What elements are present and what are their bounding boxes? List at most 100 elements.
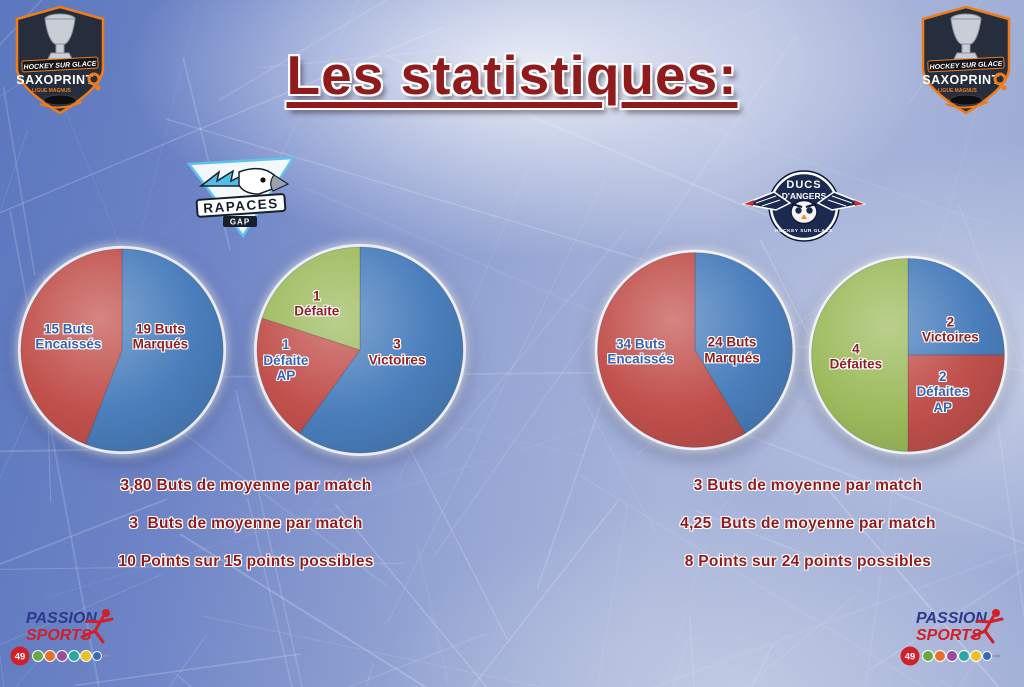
stat-line: 4,25 Buts de moyenne par match [680,515,936,532]
scratch-line [9,210,100,687]
brand-text: SAXOPRINT [16,73,93,87]
owl-eye-right [806,207,813,214]
saxoprint-logo-left: HOCKEY SUR GLACE SAXOPRINT LIGUE MAGNUS [15,5,105,115]
owl-wings [742,191,866,211]
scratch-line [334,503,488,687]
subtitle-text: LIGUE MAGNUS [938,88,978,94]
pie-slice-label: 34 Buts Encaissés [607,336,674,367]
scratch-line [2,86,36,276]
scratch-line [671,636,690,687]
scratch-line [218,0,389,102]
pie-slice-label: 24 Buts Marqués [704,334,760,366]
trophy-icon [44,13,76,60]
scratch-line [246,497,293,687]
stat-line: 3 Buts de moyenne par match [693,477,923,494]
pie-chart-ducs-buts: 24 Buts Marqués 34 Buts Encaissés [591,246,799,454]
scratch-line [0,654,5,687]
puck-icon [949,94,983,106]
orange-dot-icon [95,85,101,91]
ducs-angers-logo: DUCS D'ANGERS HOCKEY SUR GLACE [742,170,866,242]
scratch-line [202,615,543,687]
ducs-stats-block: 3 Buts de moyenne par match 4,25 Buts de… [594,467,1022,581]
scratch-line [957,203,1024,378]
scratch-line [235,389,304,687]
passion-sports-logo-left: PASSION SPORTS 49 [10,609,114,666]
pie-chart-rapaces-resultats: 3 Victoires 1 Défaite AP 1 Défaite [250,240,470,460]
scratch-line [182,57,232,251]
scratch-line [744,593,858,687]
banner-text: HOCKEY SUR GLACE [23,61,97,72]
orange-ring-icon [87,72,101,86]
trophy-icon [950,13,982,60]
stat-line: 10 Points sur 15 points possibles [118,553,374,570]
owl-brows [791,203,817,208]
passion-text: PASSION [916,610,987,627]
pie-slice [907,258,1005,356]
scratch-line [663,543,707,687]
banner-text: HOCKEY SUR GLACE [929,61,1003,72]
page-title: Les statistiques: [286,43,738,106]
scratch-line [988,359,1024,623]
scratch-line [828,490,1000,687]
stat-line: 3,80 Buts de moyenne par match [120,477,372,494]
pie-slice [261,246,361,351]
scratch-line [0,129,29,214]
passion-dots-row: 49 [900,646,1000,666]
pie-slice [811,258,909,452]
pie-slice [84,248,224,452]
scratch-line [165,118,719,283]
stat-line: 3 Buts de moyenne par match [129,515,363,532]
scratch-line [385,54,777,220]
pie-slice-label: 15 Buts Encaissés [35,321,102,352]
sports-text: SPORTS [916,627,982,644]
scratch-line [724,425,1024,545]
ducs-text: DUCS [786,179,821,191]
badge-49-text: 49 [15,652,26,663]
swoosh-icon [945,101,989,109]
scratch-line [471,500,619,687]
pie-slice [907,354,1005,452]
scratch-line [596,504,629,687]
name-banner [195,193,287,218]
pie-slice [597,252,746,448]
banner-ribbon [927,56,1005,73]
pie-slice [298,246,464,454]
scratch-line [257,49,449,69]
scratch-line [74,653,301,687]
pie-slice-label: 3 Victoires [368,336,426,368]
runner-icon [80,609,114,644]
scratch-line [689,615,695,687]
rapaces-gap-logo: RAPACES GAP [186,156,296,239]
scratch-line [0,573,163,646]
pie-slice [256,317,361,434]
scratch-line [939,678,952,687]
subtitle-text: LIGUE MAGNUS [32,88,72,94]
passion-sports-logo-right: PASSION SPORTS 49 [900,609,1004,666]
passion-dots-row: 49 [10,646,110,666]
scratch-line [652,548,1024,687]
brand-text: SAXOPRINT [922,73,999,87]
pie-slice-label: 1 Défaite AP [263,337,309,384]
scratch-line [387,178,606,623]
pie-slice-label: 2 Victoires [922,314,979,345]
eagle-beak [270,174,290,192]
scratch-line [694,509,833,566]
eagle-eye [260,177,266,183]
banner-ribbon [21,56,99,73]
scratch-line [138,2,199,240]
pie-slice-label: 4 Défaites [829,341,883,372]
orange-dot-icon [1001,85,1007,91]
scratch-line [168,634,207,687]
scratch-line [443,228,628,450]
pie-slice-label: 19 Buts Marqués [132,321,189,352]
stat-line: 8 Points sur 24 points possibles [684,553,932,570]
pie-slice-label: 2 Défaites AP [916,368,969,415]
runner-icon [970,609,1004,644]
pie-slice [20,248,123,445]
pie-slice-label: 1 Défaite [294,288,340,319]
scratch-line [0,498,167,566]
pie-slice [694,252,793,434]
saxoprint-logo-right: HOCKEY SUR GLACE SAXOPRINT LIGUE MAGNUS [921,5,1011,115]
scratch-line [179,533,428,687]
owl-beak [801,214,807,219]
